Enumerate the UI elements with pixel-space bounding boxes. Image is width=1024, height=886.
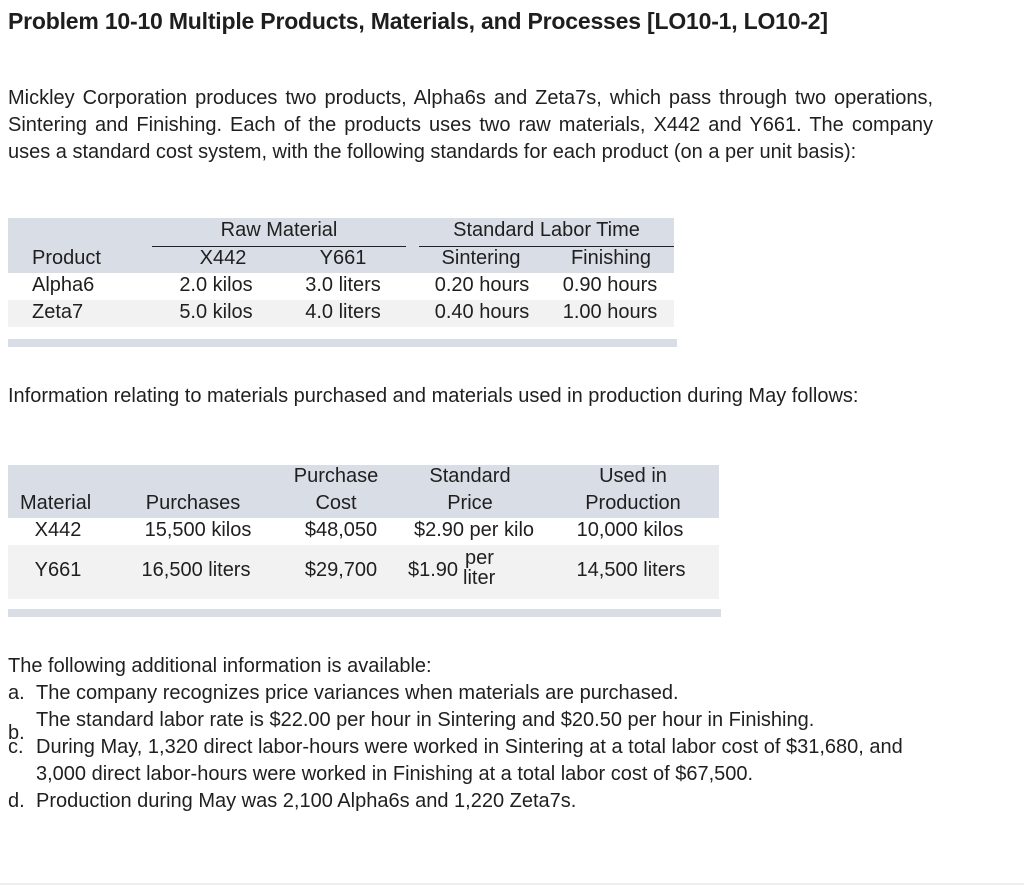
materials-table: Purchase Standard Used in Material Purch… bbox=[8, 465, 719, 599]
col-header-y661: Y661 bbox=[319, 247, 367, 269]
price-unit-bottom: liter bbox=[463, 567, 496, 589]
finishing-hours: 0.90 hours bbox=[562, 274, 658, 296]
bottom-divider bbox=[0, 883, 1024, 885]
list-item: c. During May, 1,320 direct labor-hours … bbox=[8, 734, 948, 788]
item-label: d. bbox=[8, 790, 25, 812]
item-label: a. bbox=[8, 682, 25, 704]
used-in-production: 14,500 liters bbox=[576, 559, 686, 581]
col-header-product: Product bbox=[32, 247, 101, 269]
col-header-purchase-cost-line1: Purchase bbox=[293, 465, 379, 487]
table-footer-bar bbox=[8, 339, 677, 347]
item-text: The standard labor rate is $22.00 per ho… bbox=[36, 709, 815, 731]
list-item: d. Production during May was 2,100 Alpha… bbox=[8, 788, 948, 815]
x442-qty: 2.0 kilos bbox=[179, 274, 253, 296]
intro-paragraph: Mickley Corporation produces two product… bbox=[8, 87, 933, 163]
table-footer-bar bbox=[8, 609, 721, 617]
col-header-sintering: Sintering bbox=[441, 247, 521, 269]
group-header-raw-material: Raw Material bbox=[220, 219, 338, 241]
col-header-used-line2: Production bbox=[585, 492, 681, 514]
col-header-used-line1: Used in bbox=[599, 465, 667, 487]
col-header-standard-price-line1: Standard bbox=[429, 465, 511, 487]
purchases-qty: 16,500 liters bbox=[141, 559, 251, 581]
standard-price: $1.90 bbox=[408, 559, 459, 581]
col-header-purchases: Purchases bbox=[145, 492, 241, 514]
product-name: Zeta7 bbox=[32, 301, 84, 323]
list-item: a. The company recognizes price variance… bbox=[8, 680, 948, 707]
purchases-qty: 15,500 kilos bbox=[144, 519, 252, 541]
table-row: Zeta7 5.0 kilos 4.0 liters 0.40 hours 1.… bbox=[8, 300, 674, 327]
y661-qty: 4.0 liters bbox=[305, 301, 381, 323]
item-label: c. bbox=[8, 736, 24, 758]
col-header-material: Material bbox=[20, 492, 92, 514]
sintering-hours: 0.20 hours bbox=[434, 274, 530, 296]
product-name: Alpha6 bbox=[32, 274, 95, 296]
item-text: The company recognizes price variances w… bbox=[36, 682, 679, 704]
purchase-cost: $29,700 bbox=[304, 559, 378, 581]
table-row: X442 15,500 kilos $48,050 $2.90 per kilo… bbox=[8, 518, 719, 545]
material-name: X442 bbox=[34, 519, 82, 541]
standards-table: Raw Material Standard Labor Time Product… bbox=[8, 218, 674, 327]
col-header-purchase-cost-line2: Cost bbox=[315, 492, 357, 514]
col-header-finishing: Finishing bbox=[570, 247, 652, 269]
materials-table-header: Purchase Standard Used in Material Purch… bbox=[8, 465, 719, 518]
problem-title: Problem 10-10 Multiple Products, Materia… bbox=[8, 8, 828, 34]
additional-info: The following additional information is … bbox=[8, 653, 948, 815]
sintering-hours: 0.40 hours bbox=[434, 301, 530, 323]
group-header-labor-time: Standard Labor Time bbox=[453, 219, 640, 241]
list-item: b. The standard labor rate is $22.00 per… bbox=[8, 707, 948, 744]
item-label: b. bbox=[8, 722, 25, 744]
material-name: Y661 bbox=[34, 559, 82, 581]
table-row: Y661 16,500 liters $29,700 $1.90 per lit… bbox=[8, 545, 719, 599]
col-header-standard-price-line2: Price bbox=[447, 492, 493, 514]
materials-intro-paragraph: Information relating to materials purcha… bbox=[8, 385, 859, 407]
additional-info-heading: The following additional information is … bbox=[8, 655, 432, 677]
standard-price: $2.90 per kilo bbox=[413, 519, 535, 541]
used-in-production: 10,000 kilos bbox=[576, 519, 684, 541]
table-row: Alpha6 2.0 kilos 3.0 liters 0.20 hours 0… bbox=[8, 273, 674, 300]
labor-time-underline bbox=[419, 246, 674, 247]
finishing-hours: 1.00 hours bbox=[562, 301, 658, 323]
item-text: Production during May was 2,100 Alpha6s … bbox=[36, 790, 577, 812]
x442-qty: 5.0 kilos bbox=[179, 301, 253, 323]
purchase-cost: $48,050 bbox=[304, 519, 378, 541]
col-header-x442: X442 bbox=[199, 247, 247, 269]
price-unit-top: per bbox=[465, 547, 494, 569]
item-text: During May, 1,320 direct labor-hours wer… bbox=[36, 736, 903, 785]
raw-material-underline bbox=[152, 246, 406, 247]
y661-qty: 3.0 liters bbox=[305, 274, 381, 296]
standards-table-header: Raw Material Standard Labor Time Product… bbox=[8, 218, 674, 273]
